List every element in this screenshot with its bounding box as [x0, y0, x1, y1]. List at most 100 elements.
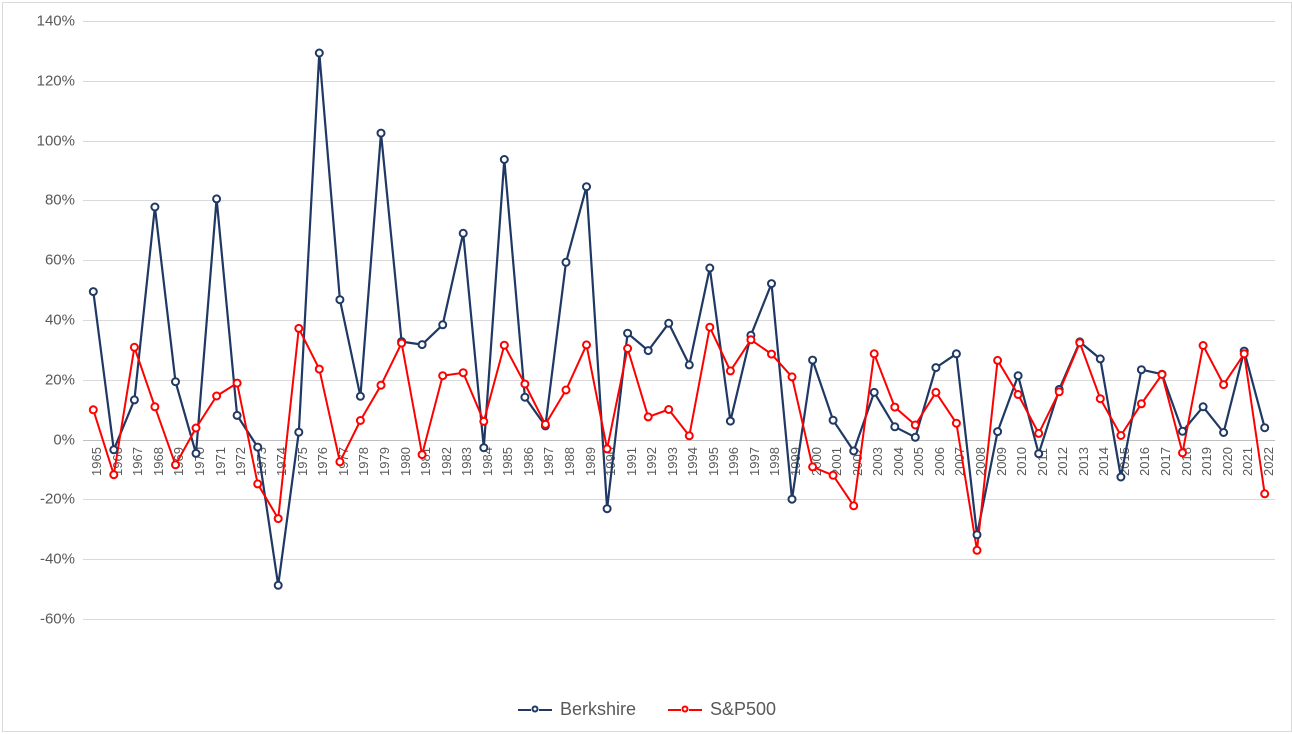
- series-marker-berkshire: [871, 389, 878, 396]
- series-marker-s&p500: [727, 367, 734, 374]
- series-marker-berkshire: [254, 444, 261, 451]
- series-marker-s&p500: [378, 382, 385, 389]
- series-marker-s&p500: [316, 366, 323, 373]
- series-marker-berkshire: [974, 531, 981, 538]
- series-marker-s&p500: [90, 406, 97, 413]
- series-marker-s&p500: [768, 351, 775, 358]
- series-marker-s&p500: [1159, 371, 1166, 378]
- series-marker-s&p500: [1015, 391, 1022, 398]
- series-marker-s&p500: [974, 547, 981, 554]
- series-marker-berkshire: [583, 183, 590, 190]
- series-marker-berkshire: [316, 50, 323, 57]
- series-marker-s&p500: [295, 325, 302, 332]
- series-marker-berkshire: [357, 393, 364, 400]
- series-marker-berkshire: [891, 423, 898, 430]
- series-marker-berkshire: [1261, 424, 1268, 431]
- series-marker-berkshire: [1117, 474, 1124, 481]
- series-marker-s&p500: [1097, 395, 1104, 402]
- series-marker-s&p500: [563, 387, 570, 394]
- series-marker-s&p500: [891, 404, 898, 411]
- series-marker-s&p500: [850, 502, 857, 509]
- series-marker-berkshire: [604, 505, 611, 512]
- legend-label: Berkshire: [560, 699, 636, 720]
- series-marker-berkshire: [439, 321, 446, 328]
- series-marker-s&p500: [172, 461, 179, 468]
- legend-label: S&P500: [710, 699, 776, 720]
- legend-item-berkshire: Berkshire: [518, 699, 636, 720]
- series-marker-berkshire: [480, 444, 487, 451]
- series-marker-berkshire: [1179, 428, 1186, 435]
- series-marker-berkshire: [1035, 450, 1042, 457]
- series-marker-s&p500: [747, 336, 754, 343]
- series-marker-s&p500: [645, 413, 652, 420]
- series-marker-berkshire: [932, 364, 939, 371]
- series-marker-s&p500: [234, 380, 241, 387]
- line-chart: -60%-40%-20%0%20%40%60%80%100%120%140% 1…: [2, 2, 1292, 732]
- series-marker-berkshire: [912, 434, 919, 441]
- series-marker-s&p500: [1035, 430, 1042, 437]
- series-marker-s&p500: [275, 515, 282, 522]
- series-marker-s&p500: [1179, 449, 1186, 456]
- series-marker-berkshire: [419, 341, 426, 348]
- series-marker-s&p500: [542, 421, 549, 428]
- series-marker-s&p500: [398, 340, 405, 347]
- series-marker-berkshire: [686, 361, 693, 368]
- series-marker-s&p500: [213, 393, 220, 400]
- series-marker-berkshire: [768, 280, 775, 287]
- series-marker-berkshire: [563, 259, 570, 266]
- series-marker-s&p500: [1200, 342, 1207, 349]
- series-marker-s&p500: [1261, 490, 1268, 497]
- series-marker-s&p500: [439, 372, 446, 379]
- series-marker-s&p500: [501, 342, 508, 349]
- series-marker-s&p500: [789, 373, 796, 380]
- series-marker-berkshire: [110, 446, 117, 453]
- series-marker-berkshire: [131, 396, 138, 403]
- legend: Berkshire S&P500: [3, 693, 1291, 720]
- series-marker-berkshire: [295, 429, 302, 436]
- series-marker-s&p500: [336, 458, 343, 465]
- series-marker-s&p500: [131, 344, 138, 351]
- series-marker-berkshire: [378, 130, 385, 137]
- series-marker-berkshire: [727, 418, 734, 425]
- plot-area: [3, 3, 1291, 731]
- series-marker-s&p500: [151, 403, 158, 410]
- series-marker-s&p500: [604, 445, 611, 452]
- series-marker-berkshire: [521, 394, 528, 401]
- series-marker-berkshire: [624, 330, 631, 337]
- series-marker-berkshire: [1097, 355, 1104, 362]
- series-marker-s&p500: [932, 389, 939, 396]
- series-marker-s&p500: [1220, 381, 1227, 388]
- series-marker-s&p500: [1241, 350, 1248, 357]
- series-marker-s&p500: [953, 420, 960, 427]
- series-marker-berkshire: [275, 582, 282, 589]
- series-marker-berkshire: [460, 230, 467, 237]
- series-marker-s&p500: [110, 471, 117, 478]
- series-marker-s&p500: [994, 357, 1001, 364]
- legend-item-s&p500: S&P500: [668, 699, 776, 720]
- series-marker-s&p500: [357, 417, 364, 424]
- series-marker-s&p500: [1056, 388, 1063, 395]
- series-marker-s&p500: [665, 406, 672, 413]
- series-marker-berkshire: [850, 448, 857, 455]
- series-marker-s&p500: [706, 324, 713, 331]
- series-marker-berkshire: [789, 496, 796, 503]
- series-marker-berkshire: [193, 450, 200, 457]
- series-marker-s&p500: [871, 350, 878, 357]
- series-marker-s&p500: [419, 451, 426, 458]
- series-marker-berkshire: [830, 417, 837, 424]
- series-marker-s&p500: [254, 480, 261, 487]
- series-marker-berkshire: [90, 288, 97, 295]
- series-marker-berkshire: [151, 204, 158, 211]
- series-marker-berkshire: [172, 378, 179, 385]
- series-marker-berkshire: [1138, 366, 1145, 373]
- series-marker-s&p500: [583, 341, 590, 348]
- series-marker-s&p500: [686, 432, 693, 439]
- series-marker-s&p500: [912, 422, 919, 429]
- series-marker-s&p500: [460, 369, 467, 376]
- series-marker-s&p500: [809, 463, 816, 470]
- series-marker-s&p500: [830, 472, 837, 479]
- series-marker-berkshire: [645, 347, 652, 354]
- series-line-berkshire: [93, 53, 1264, 585]
- series-marker-s&p500: [480, 418, 487, 425]
- series-marker-s&p500: [1117, 432, 1124, 439]
